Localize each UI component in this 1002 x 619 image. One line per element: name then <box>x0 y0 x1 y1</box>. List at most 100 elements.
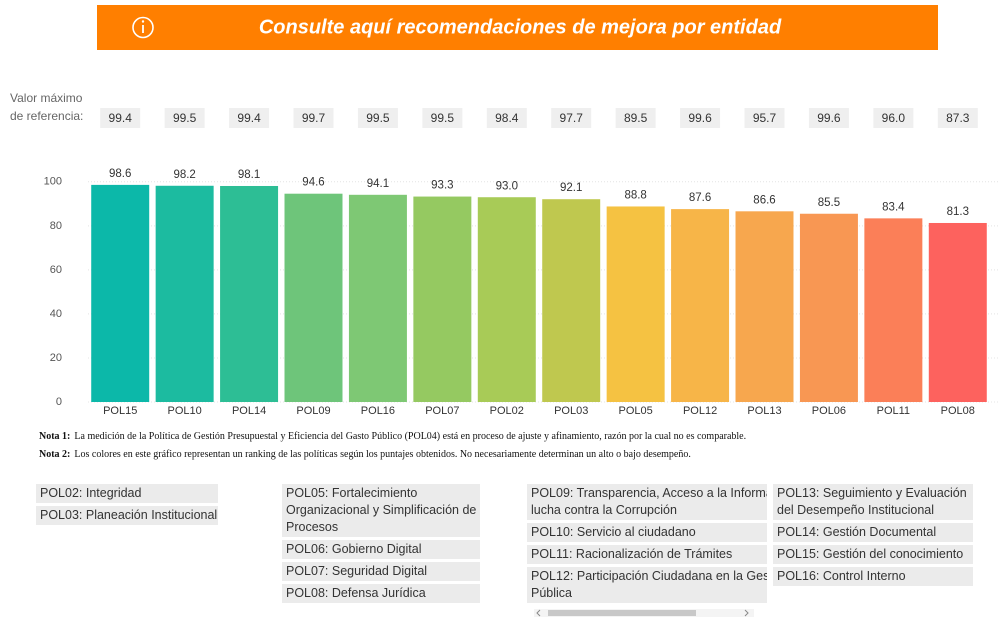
legend-text: POL10: Servicio al ciudadano <box>531 525 696 539</box>
data-label: 85.5 <box>818 197 840 209</box>
data-label: 83.4 <box>882 201 905 213</box>
reference-box <box>937 108 978 128</box>
reference-value: 96.0 <box>882 111 906 125</box>
info-icon-dot <box>141 20 145 23</box>
y-tick-label: 0 <box>56 396 62 408</box>
x-tick-label: POL15 <box>103 405 137 417</box>
data-label: 94.6 <box>302 177 324 189</box>
scrollbar-thumb[interactable] <box>548 610 696 616</box>
legend-text: POL14: Gestión Documental <box>777 525 937 539</box>
note: Nota 2: Los colores en este gráfico repre… <box>39 449 691 460</box>
legend-item: POL05: Fortalecimiento Organizacional y S… <box>282 484 480 537</box>
x-tick-label: POL14 <box>232 405 266 417</box>
bar <box>799 213 858 402</box>
reference-box <box>873 108 914 128</box>
legend-column: POL09: Transparencia, Acceso a la Inform… <box>527 484 767 603</box>
legend-text: POL15: Gestión del conocimiento <box>777 547 964 561</box>
legend-item: POL14: Gestión Documental <box>773 523 973 542</box>
legend-column: POL13: Seguimiento y Evaluación del Desem… <box>773 484 973 586</box>
legend-text: Organizacional y Simplificación de <box>286 503 477 517</box>
info-icon <box>132 16 154 39</box>
data-label: 86.6 <box>753 194 775 206</box>
legend-item: POL15: Gestión del conocimiento <box>773 545 973 564</box>
banner-title: Consulte aquí recomendaciones de mejora … <box>259 16 782 38</box>
reference-value: 95.7 <box>753 111 777 125</box>
reference-value: 99.5 <box>431 111 455 125</box>
note-label: Nota 1: <box>39 431 70 442</box>
reference-value: 99.5 <box>366 111 390 125</box>
reference-box <box>486 108 527 128</box>
data-label: 88.8 <box>624 190 646 202</box>
legend-item: POL07: Seguridad Digital <box>282 562 480 581</box>
legend-text: POL16: Control Interno <box>777 569 906 583</box>
bar <box>413 196 472 402</box>
reference-box <box>422 108 463 128</box>
x-tick-label: POL09 <box>296 405 330 417</box>
x-tick-label: POL16 <box>361 405 395 417</box>
bar <box>284 193 343 402</box>
legend-text: Pública <box>531 586 572 600</box>
bar <box>671 209 730 402</box>
legend-text: POL06: Gobierno Digital <box>286 542 422 556</box>
banner[interactable] <box>97 5 938 50</box>
note: Nota 1: La medición de la Política de Ges… <box>39 431 746 442</box>
legend-item: POL08: Defensa Jurídica <box>282 584 480 603</box>
reference-value: 87.3 <box>946 111 970 125</box>
bar <box>155 185 214 402</box>
bar <box>348 194 407 402</box>
y-tick-label: 40 <box>50 308 62 320</box>
data-label: 87.6 <box>689 192 711 204</box>
legend-item: POL13: Seguimiento y Evaluación del Desem… <box>773 484 973 520</box>
y-tick-label: 20 <box>50 352 62 364</box>
reference-box <box>357 108 398 128</box>
legend-item: POL10: Servicio al ciudadano <box>527 523 767 542</box>
scroll-arrows[interactable] <box>536 609 749 617</box>
legend-text: POL12: Participación Ciudadana en la Ges… <box>531 569 767 583</box>
y-tick-label: 100 <box>44 176 62 188</box>
bar <box>928 222 987 402</box>
legend-text: lucha contra la Corrupción <box>531 503 677 517</box>
legend-item: POL02: Integridad <box>36 484 218 503</box>
x-tick-label: POL06 <box>812 405 846 417</box>
reference-value: 98.4 <box>495 111 519 125</box>
data-label: 81.3 <box>947 206 969 218</box>
x-tick-label: POL03 <box>554 405 588 417</box>
reference-box <box>680 108 721 128</box>
x-tick-label: POL02 <box>490 405 524 417</box>
legend-text: POL09: Transparencia, Acceso a la Inform… <box>531 486 767 500</box>
legend-text: POL13: Seguimiento y Evaluación <box>777 486 967 500</box>
legend-item: POL16: Control Interno <box>773 567 973 586</box>
reference-value: 89.5 <box>624 111 648 125</box>
legend-item: POL12: Participación Ciudadana en la Ges… <box>527 567 767 603</box>
bar <box>735 211 794 402</box>
reference-value: 99.4 <box>109 111 133 125</box>
bar <box>91 184 150 402</box>
reference-value: 99.6 <box>688 111 712 125</box>
bar <box>606 206 665 402</box>
bar <box>542 199 601 402</box>
y-tick-label: 80 <box>50 220 62 232</box>
legend-item: POL09: Transparencia, Acceso a la Inform… <box>527 484 767 520</box>
legend-text: POL05: Fortalecimiento <box>286 486 418 500</box>
bar <box>220 185 279 402</box>
reference-box <box>744 108 785 128</box>
note-label: Nota 2: <box>39 449 70 460</box>
reference-box <box>808 108 849 128</box>
legend-item: POL03: Planeación Institucional <box>36 506 218 525</box>
bar <box>864 218 923 402</box>
reference-value: 99.6 <box>817 111 841 125</box>
legend-text: POL08: Defensa Jurídica <box>286 586 426 600</box>
reference-label: Valor máximo <box>10 91 83 105</box>
reference-value: 99.5 <box>173 111 197 125</box>
reference-value: 99.7 <box>302 111 326 125</box>
data-label: 94.1 <box>367 178 389 190</box>
legend-item: POL06: Gobierno Digital <box>282 540 480 559</box>
legend-text: Procesos <box>286 520 339 534</box>
reference-box <box>615 108 656 128</box>
x-tick-label: POL11 <box>877 405 910 417</box>
y-tick-label: 60 <box>50 264 62 276</box>
bar <box>477 197 536 402</box>
data-label: 92.1 <box>560 182 582 194</box>
data-label: 98.2 <box>173 169 195 181</box>
